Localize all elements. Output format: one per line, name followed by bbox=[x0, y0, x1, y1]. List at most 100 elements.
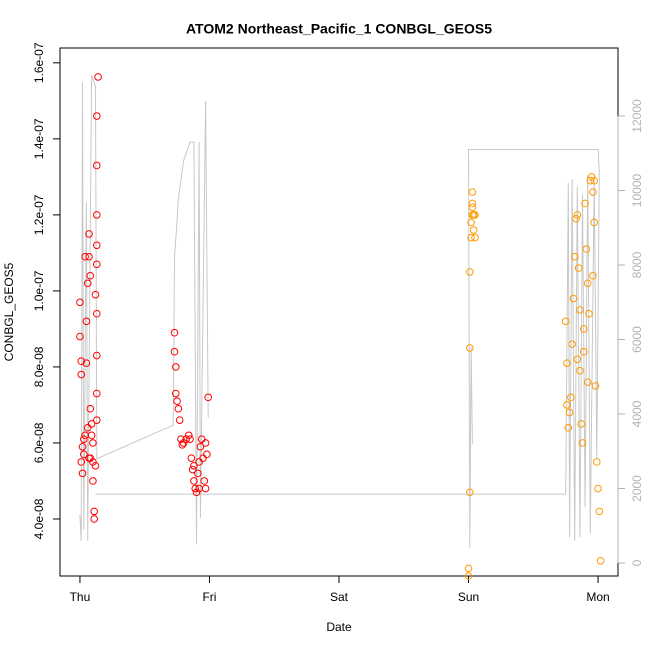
point bbox=[577, 420, 586, 428]
point bbox=[83, 423, 92, 432]
point bbox=[594, 484, 602, 493]
point bbox=[201, 484, 210, 493]
point bbox=[561, 317, 570, 326]
point bbox=[200, 477, 209, 485]
point bbox=[78, 469, 87, 478]
point bbox=[83, 279, 92, 288]
y-tick-label: 8.0e-08 bbox=[32, 346, 46, 387]
plot-frame bbox=[59, 47, 619, 577]
point bbox=[175, 416, 184, 424]
point bbox=[92, 416, 101, 424]
point bbox=[178, 441, 187, 449]
y2-tick-label: 8000 bbox=[630, 251, 644, 278]
point bbox=[90, 515, 98, 523]
point bbox=[91, 290, 100, 299]
y2-tick-label: 10000 bbox=[630, 174, 644, 208]
y2-tick-label: 2000 bbox=[630, 475, 644, 502]
x-axis-title: Date bbox=[326, 620, 352, 634]
point bbox=[563, 359, 571, 367]
point bbox=[92, 309, 101, 318]
point bbox=[569, 294, 578, 303]
point bbox=[570, 252, 579, 261]
point bbox=[76, 332, 84, 341]
point bbox=[576, 366, 584, 375]
point bbox=[85, 230, 93, 238]
point bbox=[196, 442, 205, 451]
point bbox=[203, 450, 211, 459]
point bbox=[204, 393, 212, 402]
point bbox=[468, 203, 477, 212]
point bbox=[568, 340, 576, 348]
y2-tick-label: 4000 bbox=[630, 400, 644, 427]
point bbox=[573, 211, 582, 219]
point bbox=[590, 218, 598, 227]
point bbox=[567, 393, 575, 402]
point bbox=[92, 112, 101, 120]
point bbox=[580, 347, 588, 356]
point bbox=[199, 454, 207, 462]
point bbox=[471, 233, 479, 242]
point bbox=[587, 173, 596, 181]
point bbox=[171, 363, 180, 371]
point bbox=[585, 309, 593, 318]
point bbox=[190, 461, 198, 470]
point bbox=[78, 442, 87, 451]
x-tick-label: Fri bbox=[202, 590, 216, 604]
point bbox=[467, 218, 475, 227]
x-tick-label: Sun bbox=[458, 590, 479, 604]
point bbox=[563, 401, 571, 409]
point bbox=[179, 439, 188, 447]
point bbox=[174, 404, 183, 413]
point bbox=[590, 176, 598, 185]
point bbox=[574, 264, 583, 272]
point bbox=[85, 454, 93, 462]
point bbox=[195, 458, 203, 466]
chart-title: ATOM2 Northeast_Pacific_1 CONBGL_GEOS5 bbox=[186, 21, 492, 37]
point bbox=[82, 359, 91, 367]
point bbox=[564, 423, 573, 432]
point bbox=[184, 431, 193, 440]
altitude-line bbox=[79, 74, 600, 549]
point bbox=[581, 199, 589, 208]
point bbox=[578, 439, 587, 447]
point bbox=[471, 211, 479, 219]
point bbox=[82, 317, 91, 326]
point bbox=[173, 397, 181, 405]
point bbox=[81, 431, 89, 440]
point bbox=[565, 408, 574, 417]
point bbox=[91, 461, 100, 470]
point bbox=[182, 435, 190, 443]
point bbox=[583, 279, 592, 288]
point bbox=[589, 271, 597, 280]
point bbox=[195, 484, 203, 493]
point bbox=[466, 344, 474, 352]
point bbox=[201, 439, 210, 447]
x-tick-label: Thu bbox=[70, 590, 91, 604]
point bbox=[80, 435, 88, 443]
point bbox=[469, 226, 478, 234]
point bbox=[77, 357, 86, 366]
point bbox=[89, 458, 97, 466]
point bbox=[92, 161, 101, 170]
point bbox=[85, 252, 93, 261]
y2-tick-label: 0 bbox=[630, 559, 644, 566]
point bbox=[86, 404, 95, 413]
point bbox=[192, 488, 201, 497]
point bbox=[190, 477, 198, 485]
point bbox=[464, 572, 473, 580]
point bbox=[466, 488, 474, 497]
point bbox=[582, 245, 591, 253]
y-tick-label: 1.6e-07 bbox=[32, 42, 46, 83]
point bbox=[591, 382, 600, 390]
point bbox=[197, 435, 206, 443]
point bbox=[194, 469, 202, 478]
point bbox=[89, 477, 97, 485]
point bbox=[188, 465, 197, 474]
point bbox=[94, 73, 102, 81]
point bbox=[596, 556, 605, 565]
point bbox=[90, 507, 98, 516]
point bbox=[466, 268, 474, 276]
point bbox=[92, 241, 101, 250]
point bbox=[92, 351, 101, 360]
